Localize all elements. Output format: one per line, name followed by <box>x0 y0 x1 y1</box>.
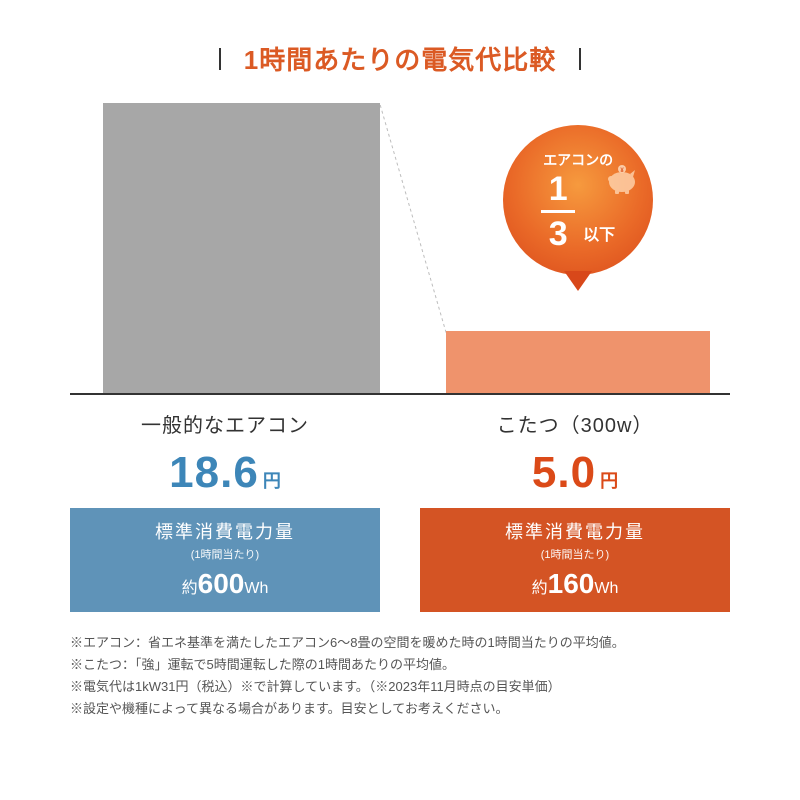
power-box-aircon: 標準消費電力量 (1時間当たり) 約600Wh <box>70 508 380 612</box>
price-kotatsu: 5.0円 <box>420 448 730 498</box>
badge-top-text: エアコンの <box>543 150 613 170</box>
price-aircon: 18.6円 <box>70 448 380 498</box>
piggy-bank-icon: ¥ <box>605 165 639 195</box>
badge-fraction: 1 3 以下 <box>541 172 615 251</box>
badge-suffix: 以下 <box>583 221 615 245</box>
footnote-4: ※設定や機種によって異なる場合があります。目安としてお考えください。 <box>70 698 730 720</box>
power-val-aircon: 約600Wh <box>78 568 372 600</box>
bar-aircon <box>103 103 380 393</box>
power-sub-aircon: (1時間当たり) <box>78 546 372 562</box>
chart-baseline <box>70 393 730 395</box>
power-sub-kotatsu: (1時間当たり) <box>428 546 722 562</box>
badge-tail <box>564 271 592 291</box>
page-title: 1時間あたりの電気代比較 <box>244 40 556 77</box>
power-box-kotatsu: 標準消費電力量 (1時間当たり) 約160Wh <box>420 508 730 612</box>
power-val-kotatsu: 約160Wh <box>428 568 722 600</box>
item-name-aircon: 一般的なエアコン <box>70 409 380 438</box>
bar-chart: エアコンの 1 3 以下 ¥ <box>70 95 730 395</box>
fraction-denominator: 3 <box>549 217 568 251</box>
footnote-3: ※電気代は1kW31円（税込）※で計算しています。（※2023年11月時点の目安… <box>70 676 730 698</box>
price-unit-aircon: 円 <box>263 471 281 491</box>
footnotes: ※エアコン：省エネ基準を満たしたエアコン6～8畳の空間を暖めた時の1時間当たりの… <box>70 632 730 720</box>
bar-kotatsu <box>446 331 710 393</box>
footnote-2: ※こたつ：「強」運転で5時間運転した際の1時間あたりの平均値。 <box>70 654 730 676</box>
labels-row: 一般的なエアコン 18.6円 標準消費電力量 (1時間当たり) 約600Wh こ… <box>70 409 730 612</box>
price-value-kotatsu: 5.0 <box>532 448 596 497</box>
title-row: 1時間あたりの電気代比較 <box>50 40 750 77</box>
col-kotatsu: こたつ（300w） 5.0円 標準消費電力量 (1時間当たり) 約160Wh <box>420 409 730 612</box>
fraction-numerator: 1 <box>549 172 568 206</box>
power-title-aircon: 標準消費電力量 <box>78 518 372 544</box>
title-bar-right <box>579 48 581 70</box>
power-title-kotatsu: 標準消費電力量 <box>428 518 722 544</box>
title-bar-left <box>219 48 221 70</box>
price-unit-kotatsu: 円 <box>600 471 618 491</box>
footnote-1: ※エアコン：省エネ基準を満たしたエアコン6～8畳の空間を暖めた時の1時間当たりの… <box>70 632 730 654</box>
item-name-kotatsu: こたつ（300w） <box>420 409 730 438</box>
col-aircon: 一般的なエアコン 18.6円 標準消費電力量 (1時間当たり) 約600Wh <box>70 409 380 612</box>
fraction-line <box>541 210 575 213</box>
price-value-aircon: 18.6 <box>169 448 259 497</box>
savings-badge: エアコンの 1 3 以下 ¥ <box>503 125 653 275</box>
